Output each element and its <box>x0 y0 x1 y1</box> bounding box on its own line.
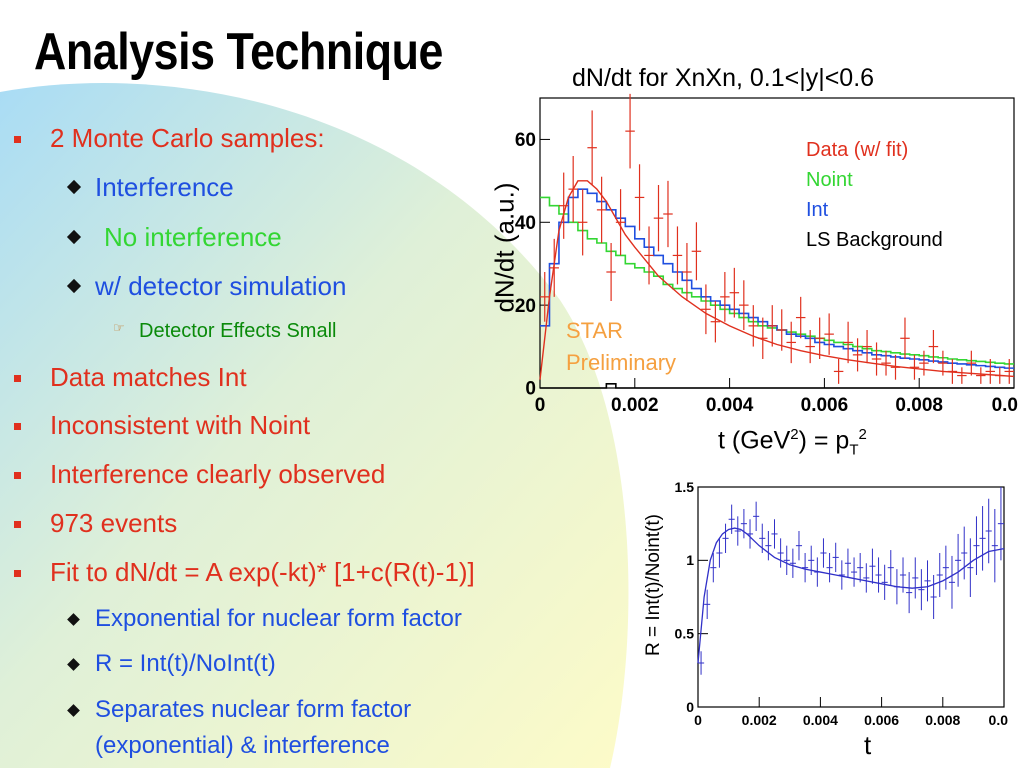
main-y-tick-label: 20 <box>515 296 536 317</box>
ratio-x-tick-label: 0.002 <box>742 712 777 728</box>
bullet-separates: Separates nuclear form factor <box>67 696 411 724</box>
bullet-inconsistent: Inconsistent with Noint <box>14 410 310 441</box>
bullet-data-matches: Data matches Int <box>14 362 247 393</box>
ratio-x-tick-label: 0.004 <box>803 712 838 728</box>
main-y-tick-label: 60 <box>515 130 536 151</box>
square-bullet-icon <box>14 570 21 577</box>
main-x-tick-label: 0.0 <box>992 395 1018 416</box>
main-y-tick-label: 40 <box>515 213 536 234</box>
ratio-x-tick-label: 0.006 <box>864 712 899 728</box>
ratio-x-tick-label: 0 <box>694 712 702 728</box>
pointing-hand-icon: ☞ <box>113 321 125 336</box>
square-bullet-icon <box>14 136 21 143</box>
ratio-y-tick-label: 0.5 <box>675 626 695 642</box>
ratio-frame <box>697 486 1005 708</box>
bullet-observed: Interference clearly observed <box>14 459 385 490</box>
main-x-tick-label: 0 <box>535 395 546 416</box>
bullet-interference: Interference <box>66 172 234 203</box>
legend-noint: Noint <box>806 169 853 191</box>
ratio-y-tick-label: 1 <box>686 552 694 568</box>
chart-title: dN/dt for XnXn, 0.1<|y|<0.6 <box>572 64 875 92</box>
ratio-x-tick-label: 0.008 <box>925 712 960 728</box>
bullet-detector-effects: ☞ Detector Effects Small <box>113 320 337 342</box>
bullet-mc-samples: 2 Monte Carlo samples: <box>14 123 325 154</box>
main-x-tick-label: 0.004 <box>706 395 754 416</box>
bullet-events: 973 events <box>14 508 177 539</box>
square-bullet-icon <box>14 423 21 430</box>
legend-ls-background: LS Background <box>806 229 943 251</box>
slide-title: Analysis Technique <box>34 23 443 81</box>
bullet-ratio: R = Int(t)/NoInt(t) <box>67 650 276 678</box>
bullet-separates-cont: (exponential) & interference <box>95 732 390 759</box>
bullet-no-interference: No interference <box>66 222 282 253</box>
square-bullet-icon <box>14 521 21 528</box>
ratio-fit-curve <box>697 527 1005 664</box>
square-bullet-icon <box>14 375 21 382</box>
ratio-y-axis-label: R = Int(t)/Noint(t) <box>643 514 664 656</box>
main-x-tick-label: 0.002 <box>611 395 659 416</box>
main-x-tick-label: 0.006 <box>801 395 849 416</box>
ratio-x-tick-label: 0.0 <box>989 712 1009 728</box>
legend-int: Int <box>806 199 829 221</box>
x-axis-label: t (GeV2) = pT2 <box>718 426 867 459</box>
ratio-y-tick-label: 0 <box>686 699 694 715</box>
bullet-detector-sim: w/ detector simulation <box>66 271 346 302</box>
bullet-fit: Fit to dN/dt = A exp(-kt)* [1+c(R(t)-1)] <box>14 557 475 588</box>
square-bullet-icon <box>14 472 21 479</box>
legend-data: Data (w/ fit) <box>806 139 909 161</box>
star-label: STAR <box>566 318 624 343</box>
ratio-y-tick-label: 1.5 <box>675 479 695 495</box>
histogram-ls-background <box>540 383 1014 389</box>
fit-curve <box>539 180 1015 380</box>
main-x-tick-label: 0.008 <box>895 395 943 416</box>
bullet-exponential: Exponential for nuclear form factor <box>67 605 462 633</box>
preliminary-label: Preliminary <box>566 350 677 375</box>
main-y-tick-label: 0 <box>525 379 536 400</box>
ratio-x-axis-label: t <box>864 730 872 760</box>
